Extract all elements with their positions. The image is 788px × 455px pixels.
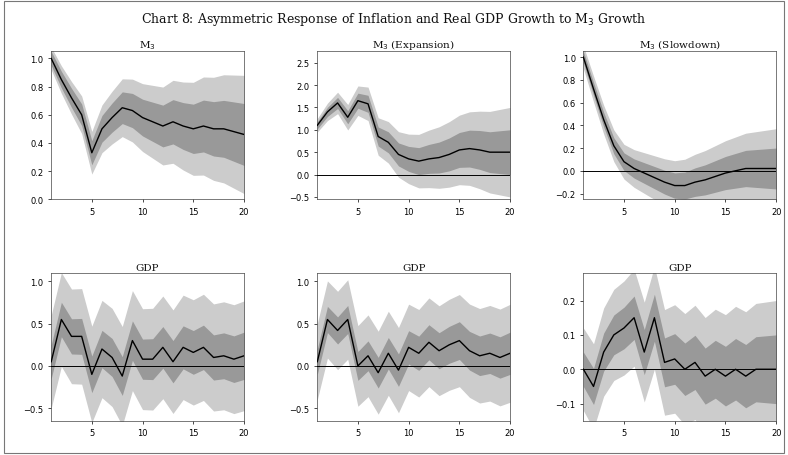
Text: Chart 8: Asymmetric Response of Inflation and Real GDP Growth to M$_3$ Growth: Chart 8: Asymmetric Response of Inflatio… bbox=[141, 11, 647, 28]
Title: GDP: GDP bbox=[136, 263, 159, 272]
Title: M$_3$ (Slowdown): M$_3$ (Slowdown) bbox=[638, 39, 721, 52]
Title: M$_3$ (Expansion): M$_3$ (Expansion) bbox=[372, 38, 455, 52]
Title: M$_3$: M$_3$ bbox=[139, 40, 156, 52]
Title: GDP: GDP bbox=[402, 263, 426, 272]
Title: GDP: GDP bbox=[668, 263, 692, 272]
